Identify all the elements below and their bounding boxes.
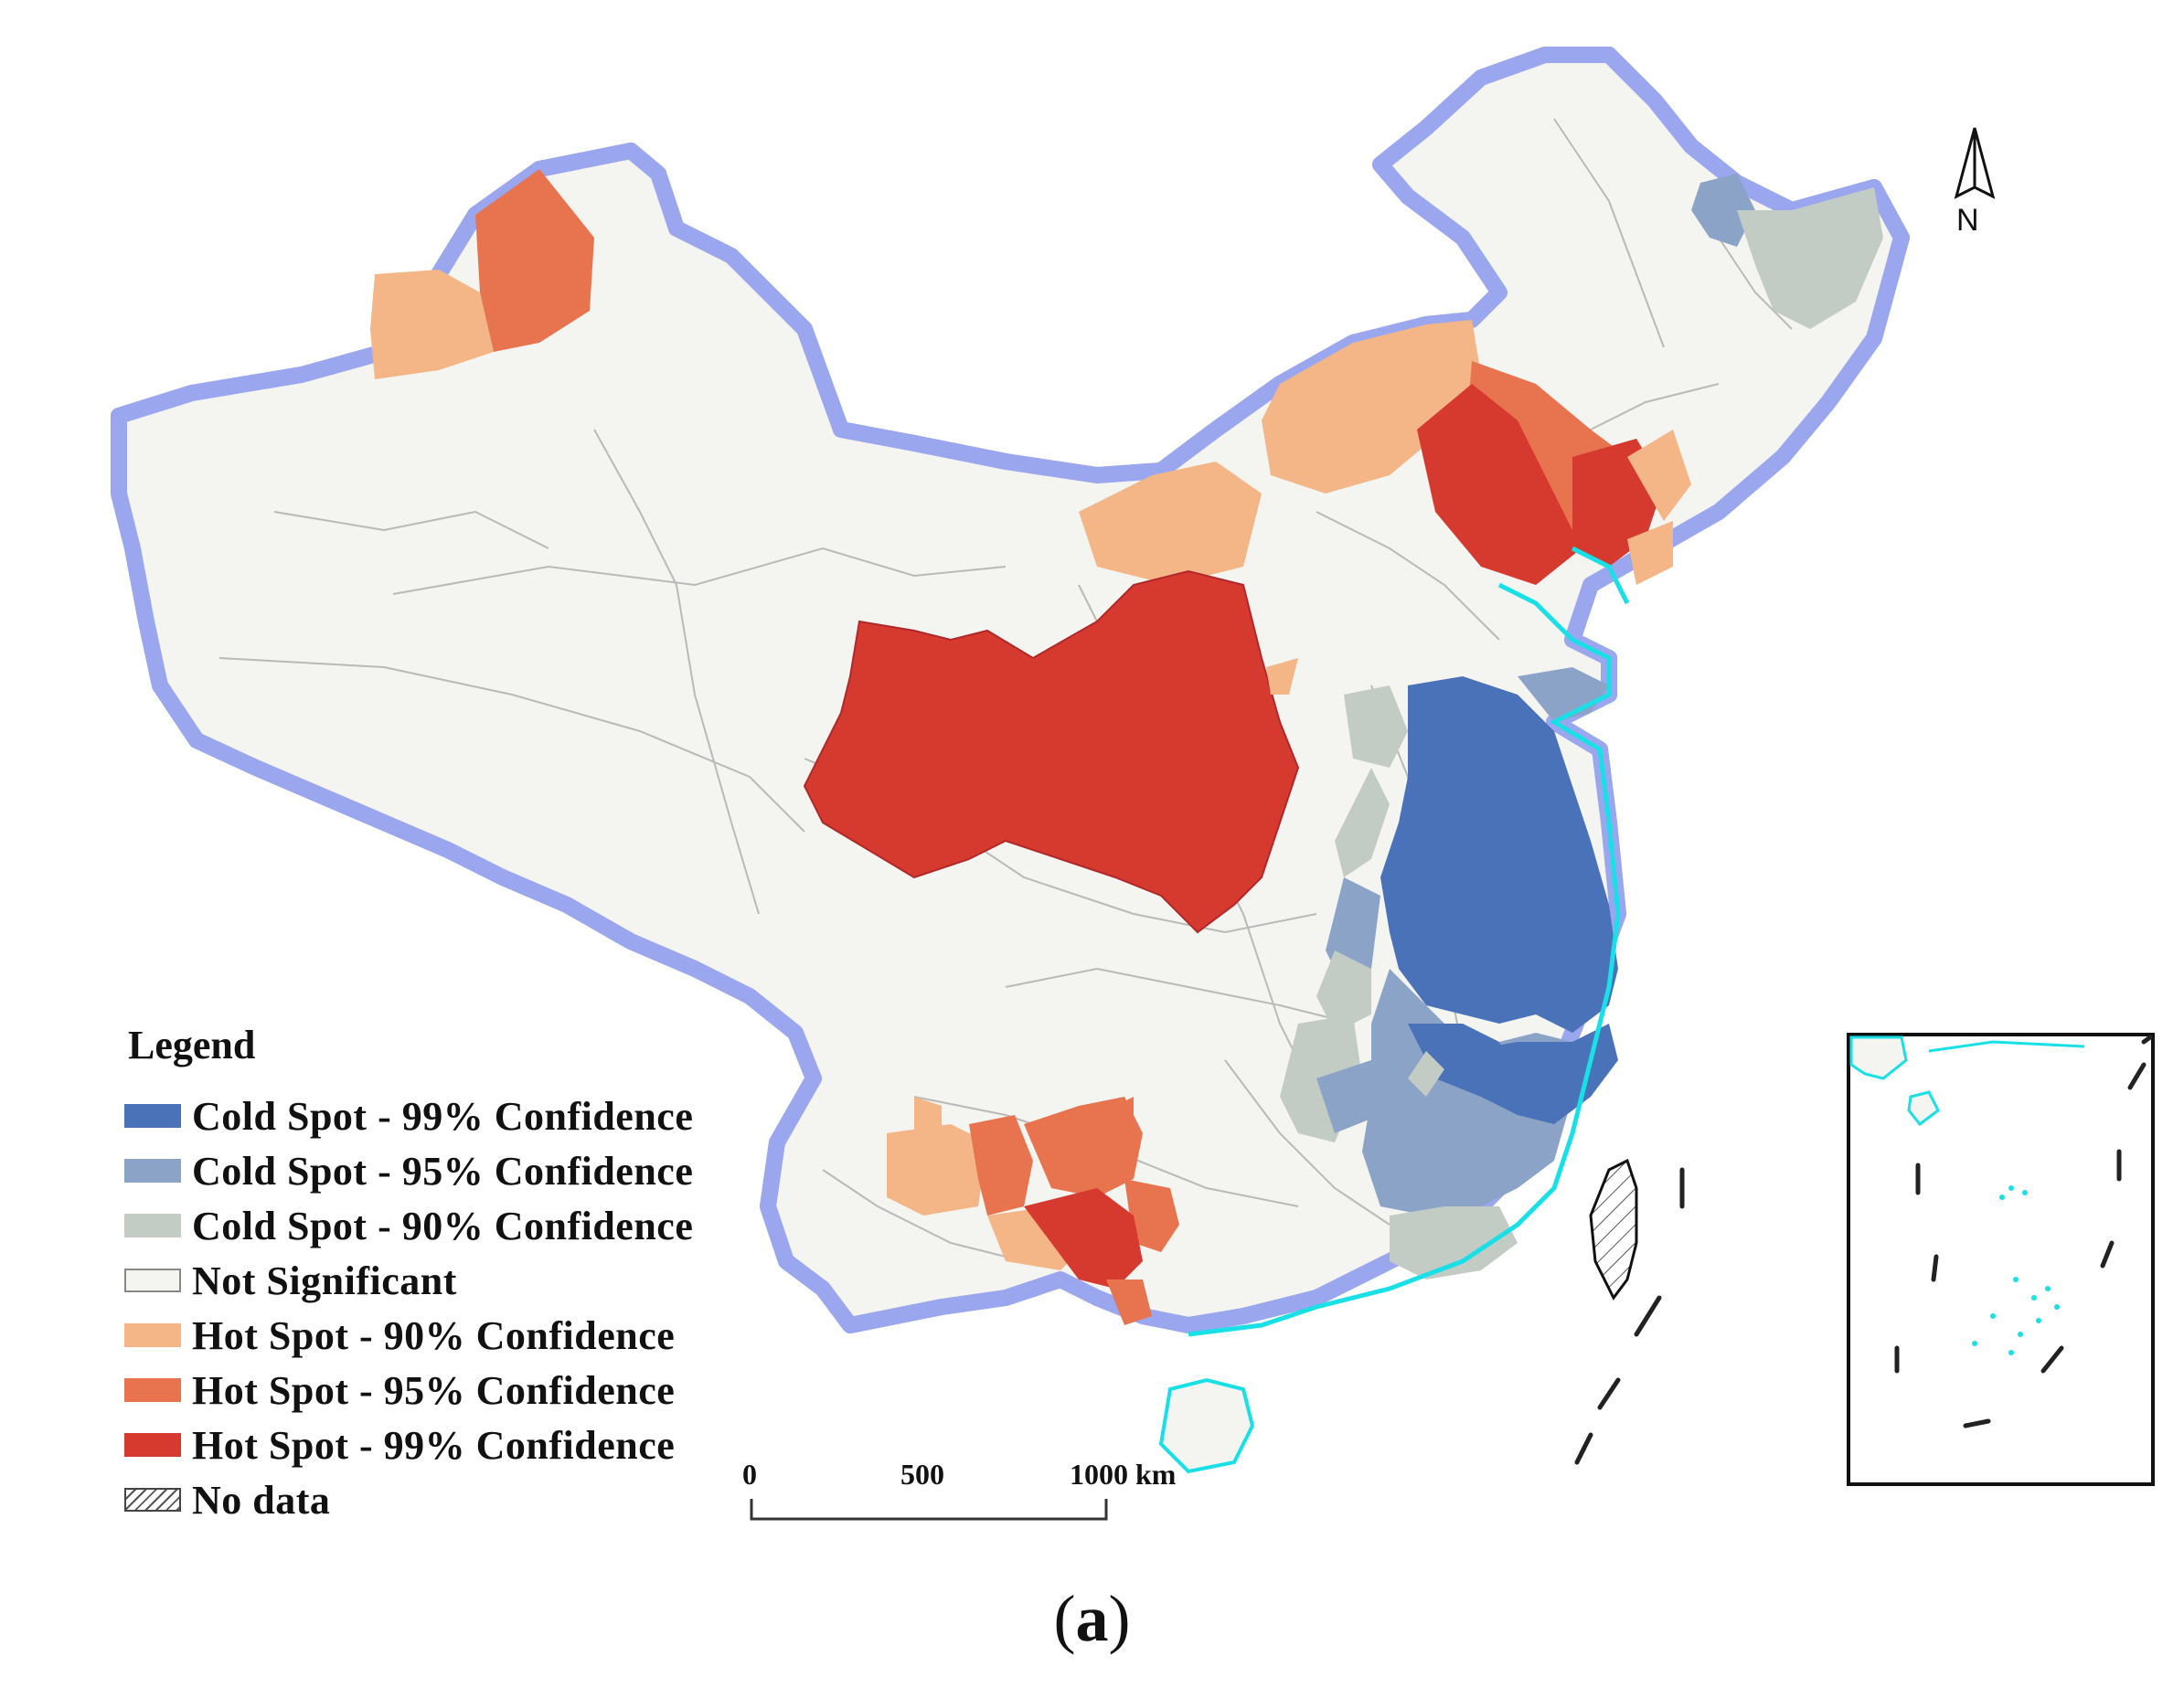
legend-swatch <box>124 1214 181 1237</box>
legend-item: Cold Spot - 95% Confidence <box>124 1143 693 1198</box>
legend-swatch <box>124 1433 181 1457</box>
legend-label: Cold Spot - 90% Confidence <box>192 1203 694 1248</box>
cold-spot-regions-northeast <box>1691 174 1883 329</box>
caption-open-paren: ( <box>1053 1582 1076 1655</box>
hot-spot-regions-southwest <box>887 1097 1179 1325</box>
legend-title: Legend <box>128 1023 256 1067</box>
north-arrow <box>1954 127 1996 199</box>
legend-item: Hot Spot - 99% Confidence <box>124 1418 693 1472</box>
legend-item: Cold Spot - 90% Confidence <box>124 1198 693 1253</box>
legend-item: No data <box>124 1472 693 1527</box>
map-legend: Legend Cold Spot - 99% Confidence Cold Sp… <box>124 1022 693 1527</box>
scale-bar <box>750 1499 1108 1521</box>
hot-spot-regions-central <box>803 569 1300 934</box>
legend-item: Cold Spot - 99% Confidence <box>124 1088 693 1143</box>
legend-item: Hot Spot - 90% Confidence <box>124 1308 693 1363</box>
hot-spot-regions-northwest <box>370 169 594 379</box>
caption-letter: a <box>1075 1582 1109 1655</box>
scale-label-0: 0 <box>742 1458 757 1491</box>
coastline <box>1188 546 1630 1337</box>
legend-label: Cold Spot - 99% Confidence <box>192 1093 694 1139</box>
north-arrow-label: N <box>1956 203 1979 238</box>
figure-caption: (a) <box>0 1581 2184 1657</box>
legend-items: Cold Spot - 99% Confidence Cold Spot - 95… <box>124 1088 693 1527</box>
legend-label: Hot Spot - 99% Confidence <box>192 1422 676 1468</box>
hot-spot-regions-northeast <box>1079 320 1691 585</box>
legend-label: Not Significant <box>192 1258 457 1303</box>
hainan-island <box>1158 1377 1255 1474</box>
cold-spot-regions-east <box>1280 667 1618 1280</box>
legend-swatch <box>124 1159 181 1183</box>
legend-item: Hot Spot - 95% Confidence <box>124 1363 693 1418</box>
legend-label: Cold Spot - 95% Confidence <box>192 1148 694 1194</box>
legend-label: No data <box>192 1477 331 1523</box>
legend-swatch <box>124 1488 181 1512</box>
caption-close-paren: ) <box>1108 1582 1131 1655</box>
taiwan-no-data <box>1589 1158 1638 1301</box>
dash-line-segments <box>1574 1167 1685 1465</box>
legend-swatch <box>124 1104 181 1128</box>
legend-label: Hot Spot - 90% Confidence <box>192 1312 676 1358</box>
legend-swatch <box>124 1323 181 1347</box>
scale-label-1000-km: 1000 km <box>1070 1458 1177 1491</box>
legend-label: Hot Spot - 95% Confidence <box>192 1367 676 1413</box>
legend-item: Not Significant <box>124 1253 693 1308</box>
scale-label-500: 500 <box>900 1458 944 1491</box>
legend-swatch <box>124 1378 181 1402</box>
south-china-sea-inset <box>1847 1033 2155 1486</box>
legend-swatch <box>124 1269 181 1292</box>
